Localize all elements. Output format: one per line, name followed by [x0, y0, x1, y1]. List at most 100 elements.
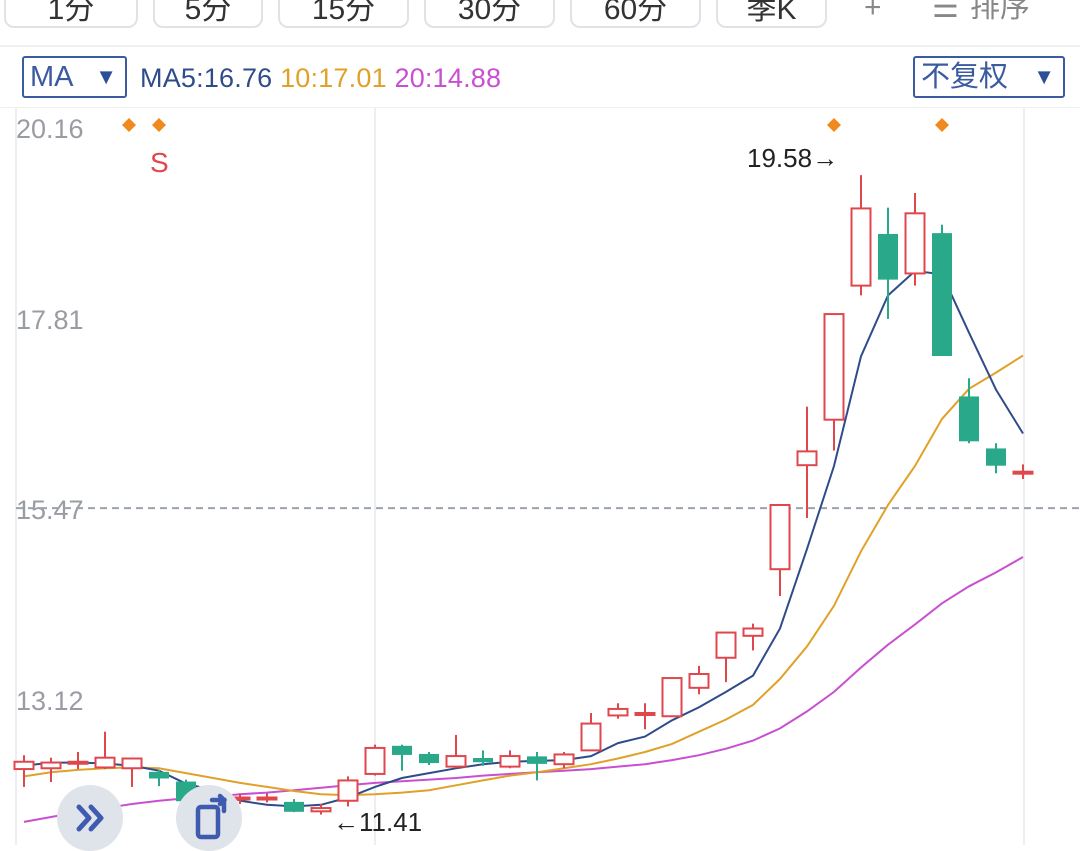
ma20-value: 20:14.88: [394, 63, 502, 93]
divider: [0, 107, 1080, 108]
ma10-value: 10:17.01: [280, 63, 387, 93]
kline-svg[interactable]: 20.16 17.81 15.47 13.12 S 19.58→ ←11.41: [0, 108, 1080, 845]
candle-body: [284, 801, 304, 812]
candle: [715, 631, 737, 683]
candle: [419, 752, 439, 765]
candle-body: [310, 807, 332, 813]
tab-15min[interactable]: 15分: [278, 0, 409, 28]
candle-body: [473, 758, 493, 763]
candle-body: [67, 760, 89, 765]
candle: [688, 665, 710, 695]
y-tick-label: 15.47: [16, 495, 84, 525]
candle: [959, 378, 979, 444]
indicator-select[interactable]: MA ▼: [22, 56, 127, 98]
high-price-label: 19.58→: [747, 143, 838, 173]
candle-body: [715, 631, 737, 659]
candle-body: [796, 450, 818, 467]
candle: [499, 750, 521, 769]
signal-marker-icon: [152, 118, 166, 132]
candle-body: [445, 755, 467, 768]
candle: [67, 752, 89, 770]
candle-body: [634, 712, 656, 716]
candle-body: [904, 212, 926, 275]
sort-label: 排序: [970, 0, 1030, 24]
ma10-line: [23, 354, 1024, 797]
candle: [337, 776, 359, 807]
candle-body: [607, 707, 629, 717]
adjust-select-label: 不复权: [921, 61, 1009, 93]
dropdown-caret-icon: ▼: [95, 64, 117, 89]
dropdown-caret-icon: ▼: [1033, 64, 1055, 89]
candle-body: [986, 448, 1006, 466]
candle: [850, 175, 872, 296]
expand-button[interactable]: [57, 785, 123, 851]
candle-body: [392, 745, 412, 755]
candle: [1012, 464, 1034, 479]
adjust-select[interactable]: 不复权 ▼: [913, 56, 1065, 98]
signal-marker-icon: [827, 118, 841, 132]
tab-60min[interactable]: 60分: [570, 0, 701, 28]
candle: [13, 755, 35, 787]
candle: [364, 744, 386, 776]
candle-body: [527, 756, 547, 764]
sort-button[interactable]: ☰ 排序: [928, 0, 1080, 28]
candle-body: [742, 627, 764, 637]
indicator-bar: MA ▼ MA5:16.76 10:17.01 20:14.88 不复权 ▼: [0, 50, 1080, 106]
ma20-line: [23, 556, 1024, 823]
candle: [527, 752, 547, 781]
tab-5min[interactable]: 5分: [153, 0, 263, 28]
candle-body: [13, 760, 35, 771]
tab-1min[interactable]: 1分: [4, 0, 138, 28]
candle-body: [121, 757, 143, 770]
candle: [40, 757, 62, 783]
candle: [553, 752, 575, 769]
candle-body: [337, 779, 359, 802]
candle-body: [40, 761, 62, 770]
ma5-value: MA5:16.76: [140, 63, 273, 93]
rotate-screen-button[interactable]: [176, 785, 242, 851]
candle: [796, 406, 818, 518]
candle: [94, 731, 116, 770]
y-tick-label: 20.16: [16, 114, 84, 144]
candle: [742, 623, 764, 651]
candle-body: [959, 396, 979, 442]
candle: [445, 734, 467, 769]
candle-body: [850, 207, 872, 287]
candle-body: [256, 796, 278, 801]
candle: [634, 703, 656, 730]
period-tab-bar: 1分 5分 15分 30分 60分 季K + ☰ 排序: [0, 0, 1080, 46]
candle-body: [94, 756, 116, 769]
candle-body: [419, 753, 439, 764]
low-price-label: ←11.41: [333, 807, 422, 837]
candle: [986, 443, 1006, 474]
candle: [121, 757, 143, 787]
add-period-button[interactable]: +: [860, 0, 910, 28]
candle: [607, 703, 629, 719]
candle: [392, 744, 412, 771]
candle-body: [932, 233, 952, 356]
kline-chart[interactable]: 20.16 17.81 15.47 13.12 S 19.58→ ←11.41: [0, 108, 1080, 845]
candle-body: [823, 313, 845, 421]
indicator-select-label: MA: [30, 61, 74, 93]
candle: [769, 504, 791, 596]
divider: [0, 45, 1080, 47]
candle-body: [769, 504, 791, 571]
signal-marker-icon: [122, 118, 136, 132]
tab-quarter-k[interactable]: 季K: [716, 0, 827, 28]
candle-body: [149, 771, 169, 779]
candle: [473, 750, 493, 766]
ma-legend: MA5:16.76 10:17.01 20:14.88: [140, 63, 501, 94]
candle-body: [688, 673, 710, 689]
candle: [661, 677, 683, 718]
candle: [284, 799, 304, 813]
candle: [823, 313, 845, 451]
y-tick-label: 17.81: [16, 305, 84, 335]
candle-body: [553, 753, 575, 766]
tab-30min[interactable]: 30分: [424, 0, 555, 28]
candle: [310, 804, 332, 815]
candle-body: [661, 677, 683, 718]
candle-body: [1012, 470, 1034, 475]
rotate-screen-icon: [195, 793, 228, 840]
candle-body: [878, 233, 898, 280]
y-tick-label: 13.12: [16, 686, 84, 716]
